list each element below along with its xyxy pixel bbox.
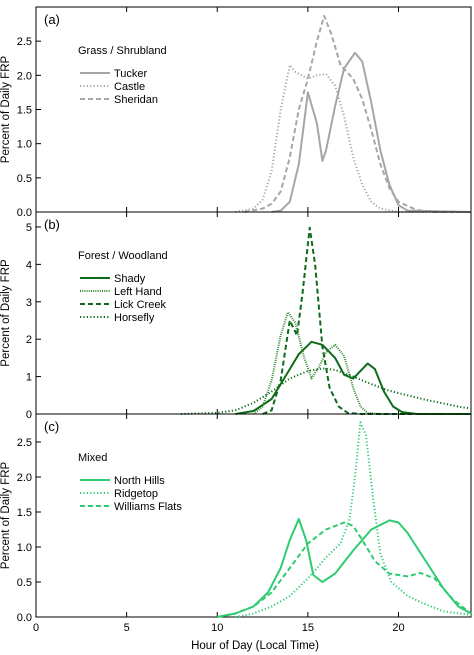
x-tick-label: 10 <box>211 622 223 634</box>
y-tick-label: 0.0 <box>17 612 32 624</box>
y-axis-title: Percent of Daily FRP <box>0 55 12 163</box>
y-tick-label: 1.5 <box>17 105 32 117</box>
plot-frame <box>35 413 472 618</box>
panel-label: (c) <box>44 419 59 434</box>
series-line-shady <box>235 340 471 415</box>
x-tick-label: 0 <box>33 622 39 634</box>
x-axis-title: Hour of Day (Local Time) <box>191 640 319 652</box>
y-axis-title: Percent of Daily FRP <box>0 461 12 569</box>
y-tick-label: 2 <box>26 334 32 346</box>
legend-label: Williams Flats <box>114 501 182 513</box>
legend-label: Horsefly <box>114 312 155 324</box>
y-tick-label: 2.0 <box>17 472 32 484</box>
y-tick-label: 3 <box>26 297 32 309</box>
legend-label: Tucker <box>114 68 148 80</box>
y-tick-label: 0.5 <box>17 577 32 589</box>
legend-label: Ridgetop <box>114 488 158 500</box>
y-tick-label: 0.0 <box>17 207 32 219</box>
y-tick-label: 1 <box>26 372 32 384</box>
legend-label: Left Hand <box>114 286 162 298</box>
series-line-north-hills <box>217 518 472 618</box>
legend-label: Lick Creek <box>114 299 166 311</box>
legend-label: North Hills <box>114 475 165 487</box>
y-tick-label: 0.5 <box>17 173 32 185</box>
legend-label: Sheridan <box>114 94 158 106</box>
series-line-horsefly <box>180 367 472 415</box>
y-tick-label: 0 <box>26 409 32 421</box>
panel-2: 0 1 2 3 4 5 Percent of Daily FRP (b) Forest / Wo… <box>0 211 472 421</box>
x-tick-label: 20 <box>392 622 404 634</box>
series-line-lick-creek <box>262 226 471 415</box>
series-line-sheridan <box>244 14 471 213</box>
x-tick-label: 5 <box>124 622 130 634</box>
series-line-williams-flats <box>217 521 472 618</box>
panel-label: (a) <box>44 12 60 27</box>
series-line-left-hand <box>252 311 471 415</box>
plot-frame <box>35 6 472 213</box>
y-tick-label: 1.0 <box>17 542 32 554</box>
panel-1: 0.0 0.5 1.0 1.5 2.0 2.5 Percent of Daily FRP (a… <box>0 6 472 219</box>
y-tick-label: 5 <box>26 222 32 234</box>
series-line-ridgetop <box>235 421 472 618</box>
legend-label: Shady <box>114 273 146 285</box>
series-line-castle <box>235 64 471 213</box>
y-tick-label: 2.5 <box>17 437 32 449</box>
category-label: Mixed <box>78 452 107 464</box>
y-tick-label: 2.5 <box>17 36 32 48</box>
category-label: Grass / Shrubland <box>78 45 167 57</box>
plot-frame <box>35 211 472 415</box>
y-tick-label: 2.0 <box>17 70 32 82</box>
series-line-tucker <box>271 51 472 213</box>
y-tick-label: 1.5 <box>17 507 32 519</box>
panel-3: 0.0 0.5 1.0 1.5 2.0 2.5 0 5 10 15 20 Percent of Dai… <box>0 413 472 634</box>
legend-label: Castle <box>114 81 145 93</box>
y-tick-label: 4 <box>26 259 32 271</box>
panel-label: (b) <box>44 217 60 232</box>
y-tick-label: 1.0 <box>17 139 32 151</box>
y-axis-title: Percent of Daily FRP <box>0 259 12 367</box>
x-tick-label: 15 <box>302 622 314 634</box>
category-label: Forest / Woodland <box>78 250 168 262</box>
